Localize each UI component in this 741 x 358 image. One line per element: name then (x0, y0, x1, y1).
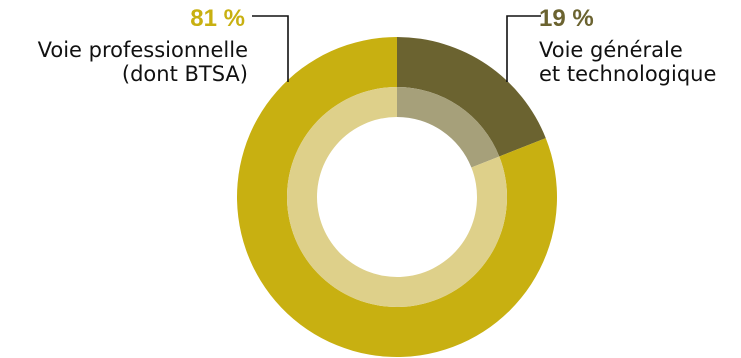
slice-label-line: (dont BTSA) (121, 62, 248, 86)
slice-label-line: Voie générale (539, 38, 683, 62)
slice-value-label-generale: 19 % (539, 5, 594, 32)
slice-label-line: et technologique (539, 62, 717, 86)
connector-line-professionnelle (252, 15, 289, 82)
slice-inner-generale (397, 87, 500, 168)
slice-label-generale: Voie générale et technologique (539, 38, 716, 86)
donut-slices (236, 37, 557, 357)
slice-label-line: Voie professionnelle (37, 38, 248, 62)
label-connectors (252, 15, 541, 82)
slice-outer-generale (397, 37, 546, 157)
slice-label-professionnelle: Voie professionnelle (dont BTSA) (38, 38, 248, 86)
connector-line-generale (506, 15, 541, 82)
slice-outer-professionnelle (236, 37, 557, 357)
slice-value-label-professionnelle: 81 % (190, 5, 245, 32)
